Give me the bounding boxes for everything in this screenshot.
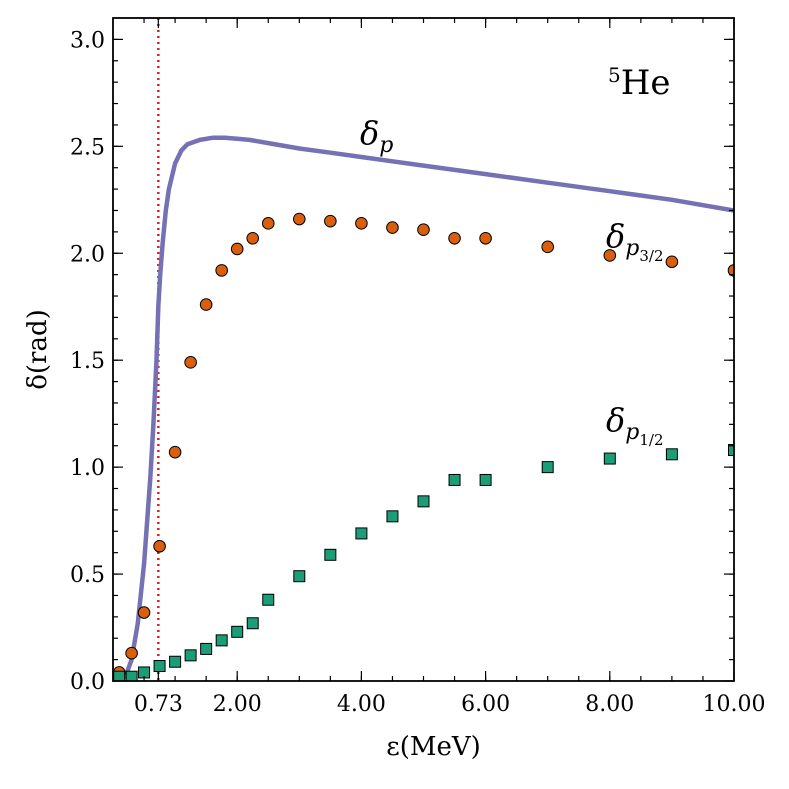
delta-p12-point (169, 655, 182, 668)
delta-p12-point (386, 510, 399, 523)
delta-p32-point (261, 217, 275, 230)
delta-p32-label-sub: p (625, 236, 639, 261)
delta-p12-point (603, 452, 616, 465)
delta-p12-point (262, 593, 275, 606)
annotations: 5He δp δp3/2 δp1/2 ε(MeV) δ(rad) (23, 63, 671, 762)
delta-p-label-sub: p (379, 133, 393, 158)
y-tick-label: 1.0 (70, 456, 105, 481)
delta-p12-point (541, 461, 554, 474)
delta-p-label-main: δ (360, 114, 379, 152)
delta-p12-point (184, 649, 197, 662)
x-tick-label: 2.00 (213, 692, 262, 717)
y-tick-label: 1.5 (70, 349, 105, 374)
y-tick-label: 2.5 (70, 135, 105, 160)
delta-p32-label-subsub: 3/2 (639, 247, 663, 265)
delta-p32-point (125, 646, 138, 660)
delta-p12-point (215, 634, 228, 647)
x-tick-label: 8.00 (585, 692, 634, 717)
delta-p12-label-main: δ (606, 401, 625, 439)
delta-p32-point (153, 539, 166, 553)
delta-p12-label: δp1/2 (606, 401, 664, 449)
delta-p12-point (125, 670, 138, 681)
delta-p12-point (153, 660, 166, 673)
delta-p32-point (168, 445, 182, 459)
delta-p12-point (479, 473, 492, 486)
delta-p32-point (541, 240, 555, 254)
x-tick-label: 6.00 (461, 692, 510, 717)
delta-p12-label-sub: p (625, 420, 639, 445)
delta-p12-point (293, 570, 306, 583)
delta-p32-point (137, 606, 151, 619)
delta-p32-point (479, 231, 492, 245)
delta-p12-point (417, 495, 430, 508)
series-group (113, 135, 734, 681)
delta-p32-point (230, 242, 244, 256)
y-tick-label: 0.0 (70, 670, 105, 695)
delta-p12-point (448, 473, 461, 486)
y-tick-label: 3.0 (70, 28, 105, 53)
delta-p32-point (386, 221, 399, 234)
delta-p32-point (417, 223, 430, 237)
delta-p32-points (113, 212, 734, 679)
delta-p32-point (448, 231, 461, 245)
delta-p12-point (246, 617, 259, 630)
delta-p32-label: δp3/2 (606, 217, 664, 265)
delta-p32-point (603, 249, 617, 262)
delta-p32-point (246, 231, 260, 245)
x-tick-label: 10.00 (703, 692, 766, 717)
y-axis-label: δ(rad) (23, 309, 53, 390)
axes: 0.73 2.00 4.00 6.00 8.00 10.00 0.0 0.5 1.0 1.5 2.0… (70, 17, 766, 717)
nucleus-symbol: He (621, 63, 671, 103)
delta-p12-points (113, 444, 734, 681)
x-axis-label: ε(MeV) (386, 732, 481, 762)
y-tick-label: 0.5 (70, 563, 105, 588)
x-tick-label: 0.73 (134, 692, 183, 717)
delta-p32-point (665, 255, 679, 269)
x-tick-label: 4.00 (337, 692, 386, 717)
delta-p-curve (123, 135, 734, 679)
delta-p12-point (355, 527, 368, 540)
delta-p32-label-main: δ (606, 217, 625, 255)
delta-p12-point (231, 625, 244, 638)
delta-p32-point (199, 298, 213, 311)
delta-p32-point (355, 217, 368, 230)
delta-p12-label-subsub: 1/2 (639, 431, 663, 449)
delta-p32-point (324, 214, 337, 228)
y-tick-label: 2.0 (70, 242, 105, 267)
delta-p12-point (200, 642, 213, 655)
delta-p32-point (184, 356, 197, 369)
nucleus-label: 5He (608, 63, 671, 103)
delta-p32-point (215, 264, 228, 277)
delta-p12-point (324, 548, 337, 561)
plot-frame (112, 17, 735, 682)
delta-p12-point (728, 444, 734, 457)
delta-p-label: δp (360, 114, 393, 158)
nucleus-mass-number: 5 (608, 63, 621, 87)
delta-p12-point (665, 448, 678, 461)
delta-p32-point (727, 264, 734, 277)
plot-area (113, 18, 734, 681)
delta-p32-point (293, 212, 306, 226)
